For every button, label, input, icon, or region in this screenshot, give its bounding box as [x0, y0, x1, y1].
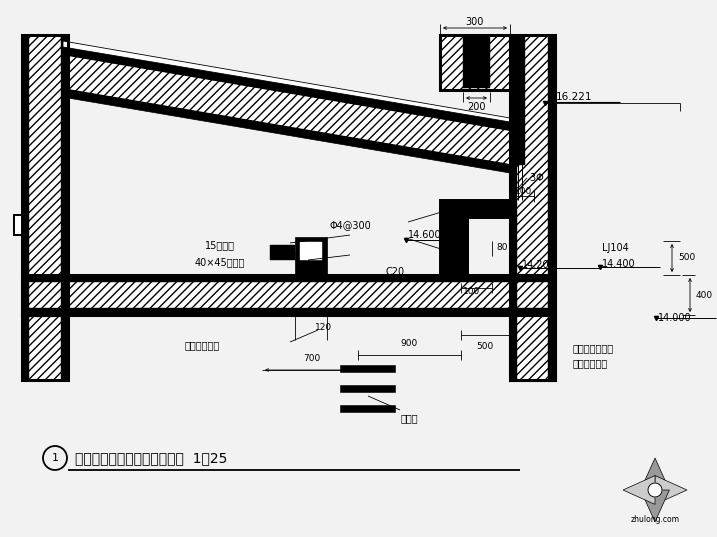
Text: 最高点定坡度: 最高点定坡度	[573, 358, 608, 368]
Text: 500: 500	[678, 253, 695, 263]
Text: 防水油膏封堵: 防水油膏封堵	[185, 340, 220, 350]
Text: 300: 300	[466, 17, 484, 27]
Text: 1: 1	[52, 453, 59, 463]
Text: 100: 100	[463, 287, 480, 295]
Text: 16.221: 16.221	[556, 92, 592, 102]
Bar	[22, 275, 555, 282]
Polygon shape	[22, 275, 555, 315]
Polygon shape	[68, 47, 510, 130]
Polygon shape	[655, 476, 687, 504]
Text: 80: 80	[496, 243, 508, 252]
Bar	[340, 405, 395, 412]
Bar	[22, 315, 29, 380]
Text: 14.600: 14.600	[408, 230, 442, 240]
Text: 14.000: 14.000	[658, 313, 692, 323]
Bar	[61, 35, 68, 315]
Text: LJ104: LJ104	[602, 243, 629, 253]
Polygon shape	[14, 215, 22, 235]
Text: 14.400: 14.400	[602, 259, 636, 269]
Polygon shape	[640, 490, 670, 522]
Polygon shape	[440, 35, 510, 90]
Polygon shape	[440, 218, 468, 268]
Bar	[463, 37, 490, 88]
Bar	[510, 35, 525, 165]
Bar	[510, 35, 517, 380]
Text: 400: 400	[696, 291, 713, 300]
Bar	[22, 308, 555, 315]
Circle shape	[648, 483, 662, 497]
Text: 100: 100	[515, 186, 532, 195]
Bar	[295, 237, 327, 275]
Text: 500: 500	[476, 342, 493, 351]
Polygon shape	[63, 41, 510, 122]
Bar	[22, 35, 29, 315]
Bar	[340, 385, 395, 392]
Text: 铁爬梯: 铁爬梯	[401, 413, 419, 423]
Text: 坡屋面以此点和: 坡屋面以此点和	[573, 343, 614, 353]
Text: 700: 700	[303, 354, 320, 363]
Text: 40×45盖板框: 40×45盖板框	[195, 257, 245, 267]
Bar	[340, 365, 395, 372]
Text: 150: 150	[283, 252, 300, 262]
Bar	[270, 245, 295, 260]
Text: zhulong.com: zhulong.com	[630, 516, 680, 525]
Text: C20: C20	[385, 267, 404, 277]
Polygon shape	[640, 458, 670, 490]
Bar	[548, 35, 555, 380]
Polygon shape	[510, 35, 555, 380]
Text: 120: 120	[315, 323, 332, 332]
Bar	[61, 315, 68, 380]
Text: 200: 200	[467, 102, 485, 112]
Polygon shape	[623, 476, 655, 504]
Bar	[300, 242, 322, 260]
Polygon shape	[510, 315, 555, 380]
Text: 15厚木板: 15厚木板	[205, 240, 235, 250]
Text: 900: 900	[400, 339, 417, 348]
Polygon shape	[440, 200, 510, 275]
Text: 通过老虎窗上人检修屋面大样  1：25: 通过老虎窗上人检修屋面大样 1：25	[75, 451, 227, 465]
Polygon shape	[22, 315, 68, 380]
Polygon shape	[68, 55, 510, 165]
Text: 14.200: 14.200	[522, 260, 556, 270]
Text: 3Φ  6: 3Φ 6	[530, 173, 556, 183]
Polygon shape	[68, 90, 510, 173]
Polygon shape	[22, 35, 68, 315]
Text: Φ4@300: Φ4@300	[330, 220, 371, 230]
